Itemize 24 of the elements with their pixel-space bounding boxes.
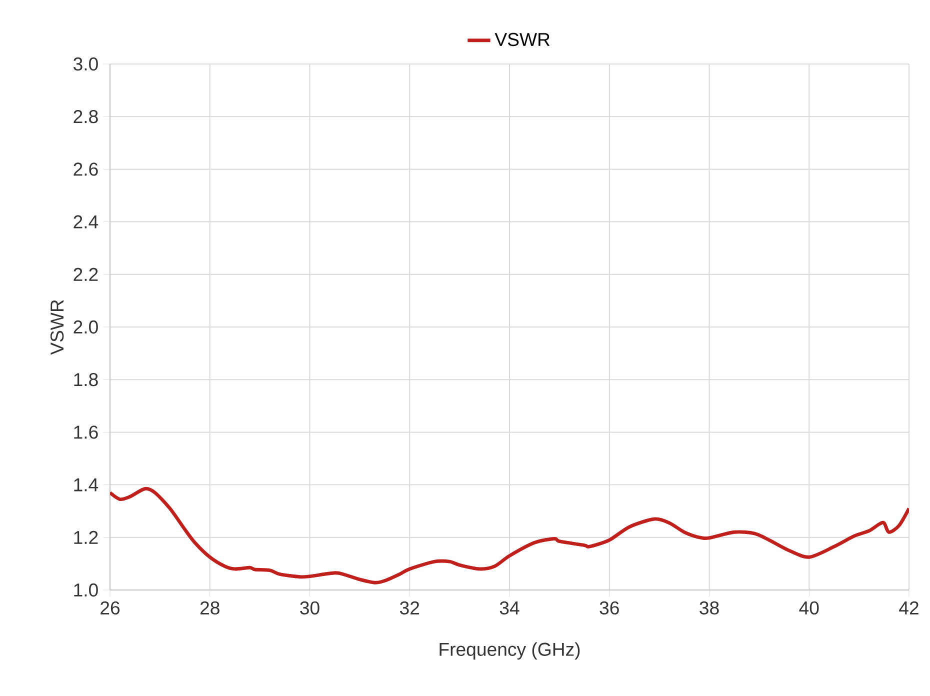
y-axis-title: VSWR xyxy=(50,300,64,355)
x-tick-label: 28 xyxy=(200,601,220,615)
x-tick-label: 38 xyxy=(700,601,719,615)
y-tick-label: 2.6 xyxy=(74,162,98,176)
x-axis-title: Frequency (GHz) xyxy=(440,642,580,660)
y-tick-label: 1.2 xyxy=(74,530,98,544)
x-tick-label: 42 xyxy=(899,601,918,614)
x-tick-label: 40 xyxy=(799,601,819,615)
y-tick-label: 3.0 xyxy=(73,57,98,71)
x-tick-label: 34 xyxy=(500,601,520,615)
y-tick-label: 1.6 xyxy=(74,426,98,439)
legend-label: VSWR xyxy=(494,32,550,46)
y-tick-label: 1.8 xyxy=(74,373,98,386)
x-tick-label: 26 xyxy=(100,601,120,615)
y-tick-label: 1.0 xyxy=(74,583,98,597)
y-tick-label: 2.2 xyxy=(74,268,98,281)
y-tick-label: 2.8 xyxy=(74,110,98,124)
y-tick-label: 2.0 xyxy=(74,320,98,334)
y-tick-label: 1.4 xyxy=(74,478,98,492)
y-tick-label: 2.4 xyxy=(74,215,98,228)
x-tick-label: 30 xyxy=(300,601,320,615)
x-tick-label: 36 xyxy=(600,601,619,615)
line-series xyxy=(110,487,910,584)
x-tick-label: 32 xyxy=(400,601,420,615)
